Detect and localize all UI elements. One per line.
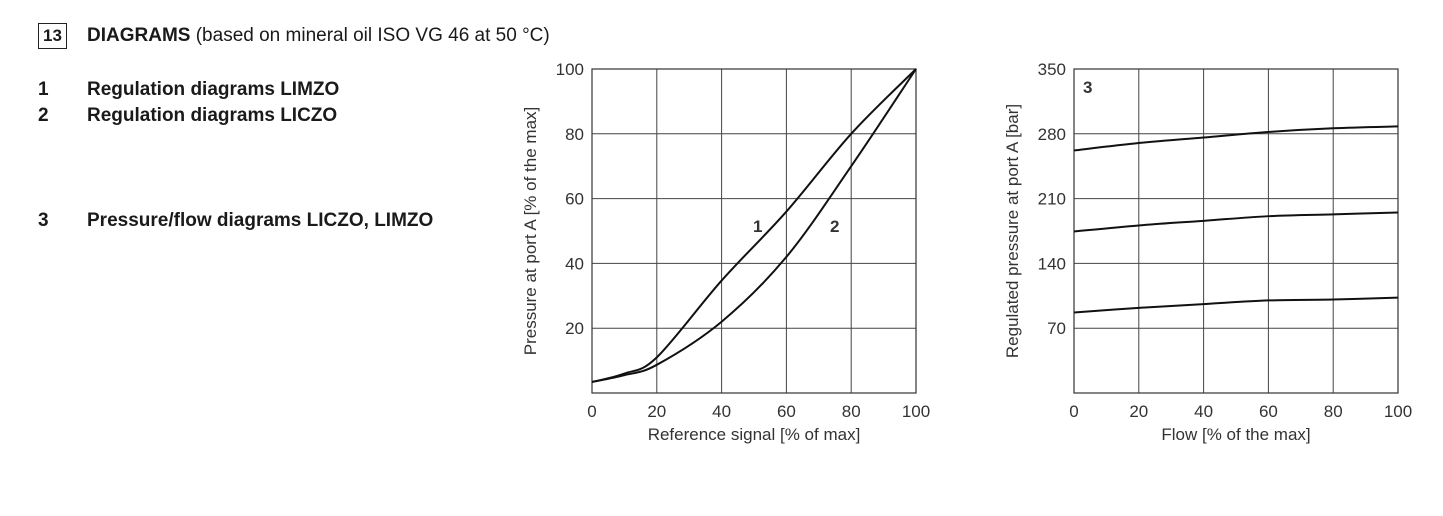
plot-frame bbox=[1073, 68, 1399, 394]
x-tick-label: 80 bbox=[1324, 402, 1343, 421]
x-axis-label: Flow [% of the max] bbox=[1161, 425, 1310, 444]
series-label: 1 bbox=[753, 217, 762, 236]
y-axis-label: Regulated pressure at port A [bar] bbox=[1003, 104, 1022, 358]
x-axis-label: Reference signal [% of max] bbox=[648, 425, 861, 444]
y-tick-label: 280 bbox=[1038, 125, 1066, 144]
x-tick-label: 60 bbox=[777, 402, 796, 421]
y-tick-label: 210 bbox=[1038, 190, 1066, 209]
section-subtitle: (based on mineral oil ISO VG 46 at 50 °C… bbox=[195, 25, 550, 46]
section-title: DIAGRAMS (based on mineral oil ISO VG 46… bbox=[87, 25, 550, 47]
x-tick-label: 20 bbox=[1129, 402, 1148, 421]
x-tick-label: 60 bbox=[1259, 402, 1278, 421]
x-tick-label: 80 bbox=[842, 402, 861, 421]
y-tick-label: 80 bbox=[565, 125, 584, 144]
x-tick-label: 100 bbox=[1384, 402, 1412, 421]
y-tick-label: 40 bbox=[565, 254, 584, 273]
plot-frame bbox=[591, 68, 917, 394]
item-number: 1 bbox=[38, 79, 49, 100]
y-axis-label: Pressure at port A [% of the max] bbox=[521, 107, 540, 356]
y-tick-label: 350 bbox=[1038, 60, 1066, 79]
x-tick-label: 100 bbox=[902, 402, 930, 421]
series-line-2 bbox=[591, 68, 917, 383]
panel-label: 3 bbox=[1083, 78, 1092, 97]
x-tick-label: 40 bbox=[712, 402, 731, 421]
item-label: Pressure/flow diagrams LICZO, LIMZO bbox=[87, 210, 434, 231]
series-line-2 bbox=[1073, 211, 1399, 233]
item-number: 3 bbox=[38, 210, 49, 231]
y-tick-label: 20 bbox=[565, 319, 584, 338]
series-line-3 bbox=[1073, 296, 1399, 314]
section-title-main: DIAGRAMS bbox=[87, 25, 191, 46]
x-tick-label: 20 bbox=[647, 402, 666, 421]
y-tick-label: 60 bbox=[565, 190, 584, 209]
item-label: Regulation diagrams LICZO bbox=[87, 105, 338, 126]
x-tick-label: 0 bbox=[587, 402, 596, 421]
item-label: Regulation diagrams LIMZO bbox=[87, 79, 340, 100]
item-number: 2 bbox=[38, 105, 49, 126]
x-tick-label: 0 bbox=[1069, 402, 1078, 421]
series-line-1 bbox=[591, 68, 917, 383]
y-tick-label: 70 bbox=[1047, 319, 1066, 338]
y-tick-label: 100 bbox=[556, 60, 584, 79]
section-number: 13 bbox=[38, 23, 67, 49]
series-line-1 bbox=[1073, 125, 1399, 152]
y-tick-label: 140 bbox=[1038, 254, 1066, 273]
series-label: 2 bbox=[830, 217, 839, 236]
x-tick-label: 40 bbox=[1194, 402, 1213, 421]
